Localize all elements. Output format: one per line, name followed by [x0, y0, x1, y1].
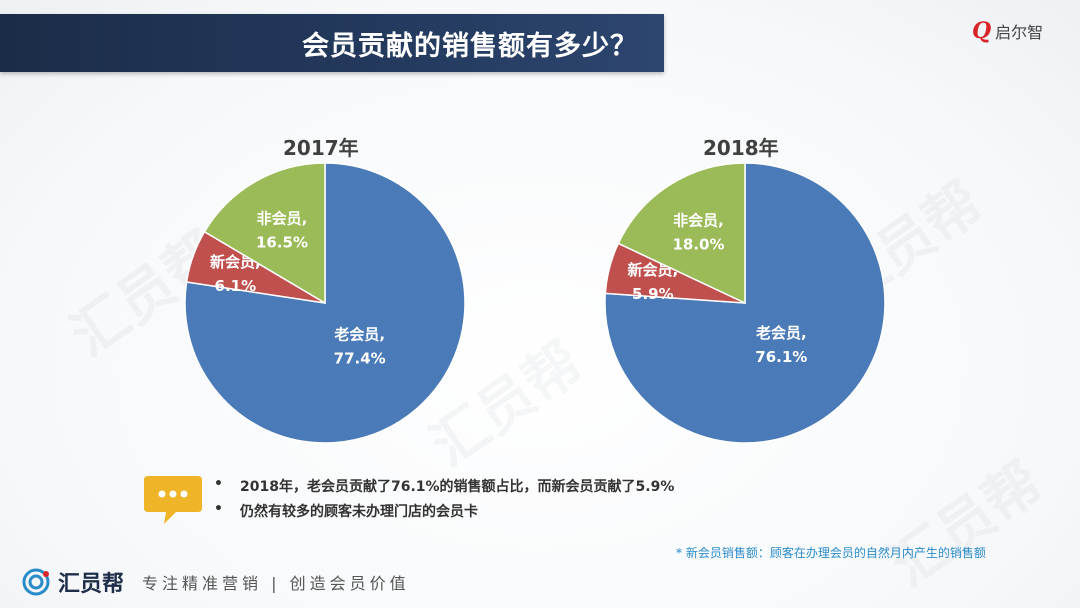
note-text: 仍然有较多的顾客未办理门店的会员卡: [240, 504, 478, 520]
pie-slice: [203, 162, 326, 305]
speech-bubble-icon: [144, 476, 202, 524]
page-title: 会员贡献的销售额有多少？: [302, 31, 638, 62]
bullet: •: [214, 476, 223, 492]
slice-value-label: 18.0%: [672, 236, 724, 254]
title-banner: 会员贡献的销售额有多少？: [0, 14, 664, 72]
pie-chart-2017: 老会员,77.4%新会员,6.1%非会员,16.5%: [184, 162, 466, 444]
slice-value-label: 6.1%: [215, 277, 257, 295]
slice-value-label: 76.1%: [755, 348, 807, 366]
slice-name-label: 非会员,: [673, 212, 724, 230]
chart-title-2017: 2017年: [283, 136, 359, 160]
chart-title-2018: 2018年: [703, 136, 779, 160]
list-item: • 仍然有较多的顾客未办理门店的会员卡: [214, 501, 674, 521]
pie-chart-2018: 老会员,76.1%新会员,5.9%非会员,18.0%: [604, 162, 886, 444]
brand-slogan: 专注精准营销 | 创造会员价值: [142, 574, 410, 593]
brand-name: 汇员帮: [58, 572, 125, 597]
notes-list: • 2018年，老会员贡献了76.1%的销售额占比，而新会员贡献了5.9% • …: [214, 476, 674, 526]
slice-name-label: 非会员,: [257, 210, 308, 228]
logo-mark: Q: [972, 18, 992, 44]
bullet: •: [214, 501, 223, 517]
brand-footer: 汇员帮 专注精准营销 | 创造会员价值: [22, 566, 410, 598]
pie-slice: [617, 162, 746, 305]
footnote: * 新会员销售额：顾客在办理会员的自然月内产生的销售额: [676, 546, 986, 560]
pie-slice: [604, 162, 886, 444]
slice-value-label: 5.9%: [632, 285, 674, 303]
list-item: • 2018年，老会员贡献了76.1%的销售额占比，而新会员贡献了5.9%: [214, 476, 674, 496]
slice-value-label: 77.4%: [334, 349, 386, 367]
note-text: 2018年，老会员贡献了76.1%的销售额占比，而新会员贡献了5.9%: [240, 479, 675, 495]
slice-name-label: 老会员,: [333, 325, 385, 343]
slice-value-label: 16.5%: [256, 234, 308, 252]
company-logo: Q 启尔智: [972, 18, 1043, 44]
logo-text: 启尔智: [995, 23, 1044, 42]
pie-slice: [184, 162, 466, 444]
slice-name-label: 老会员,: [755, 324, 807, 342]
brand-logo-icon: [22, 568, 50, 596]
